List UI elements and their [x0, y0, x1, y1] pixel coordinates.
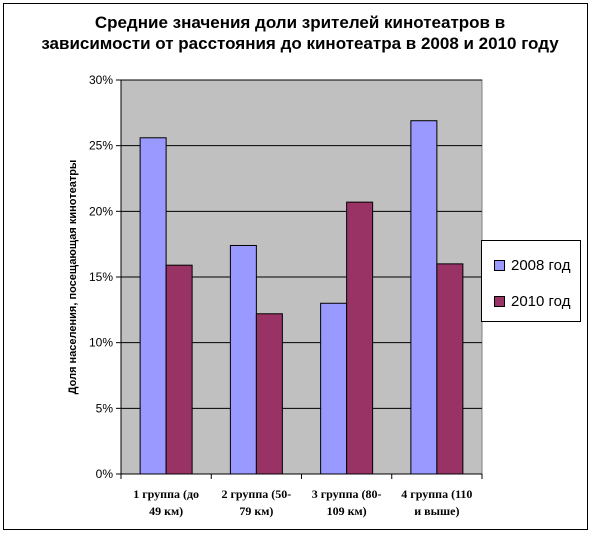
x-tick-label: 3 группа (80-109 км): [312, 487, 382, 518]
y-tick-label: 20%: [89, 204, 113, 218]
legend-item-2010: 2010 год: [494, 293, 570, 310]
y-tick-label: 30%: [89, 73, 113, 87]
legend-swatch-2010: [494, 296, 505, 307]
plot-area: 0% 5% 10% 15% 20% 25% 30% 1 группа (до 49 км) 2 г…: [67, 73, 483, 518]
legend-label-2010: 2010 год: [511, 293, 571, 310]
y-tick-label: 10%: [89, 336, 113, 350]
bar-2010-год-1: [165, 264, 193, 475]
bar-2010-год-3: [346, 201, 374, 475]
bar-2010-год-4: [436, 263, 464, 475]
y-tick-label: 15%: [89, 270, 113, 284]
y-axis-label: Доля населения, посещающая кинотеатры: [67, 160, 79, 395]
x-tick-label: 2 группа (50-79 км): [221, 487, 291, 518]
legend-label-2008: 2008 год: [511, 257, 571, 274]
x-tick-label: 4 группа (110 и выше): [401, 487, 472, 518]
x-tick-label: 1 группа (до 49 км): [133, 487, 199, 518]
bar-2008-год-1: [139, 137, 167, 475]
legend: 2008 год 2010 год: [481, 240, 581, 322]
legend-swatch-2008: [494, 260, 505, 271]
legend-item-2008: 2008 год: [494, 257, 570, 274]
bar-2008-год-2: [229, 244, 257, 475]
y-tick-label: 25%: [89, 139, 113, 153]
bar-2010-год-2: [255, 313, 283, 475]
y-tick-label: 5%: [96, 401, 114, 415]
chart-title: Средние значения доли зрителей кинотеатр…: [41, 13, 559, 53]
y-tick-label: 0%: [96, 467, 114, 481]
bar-2008-год-3: [320, 302, 348, 475]
bar-2008-год-4: [410, 120, 438, 475]
